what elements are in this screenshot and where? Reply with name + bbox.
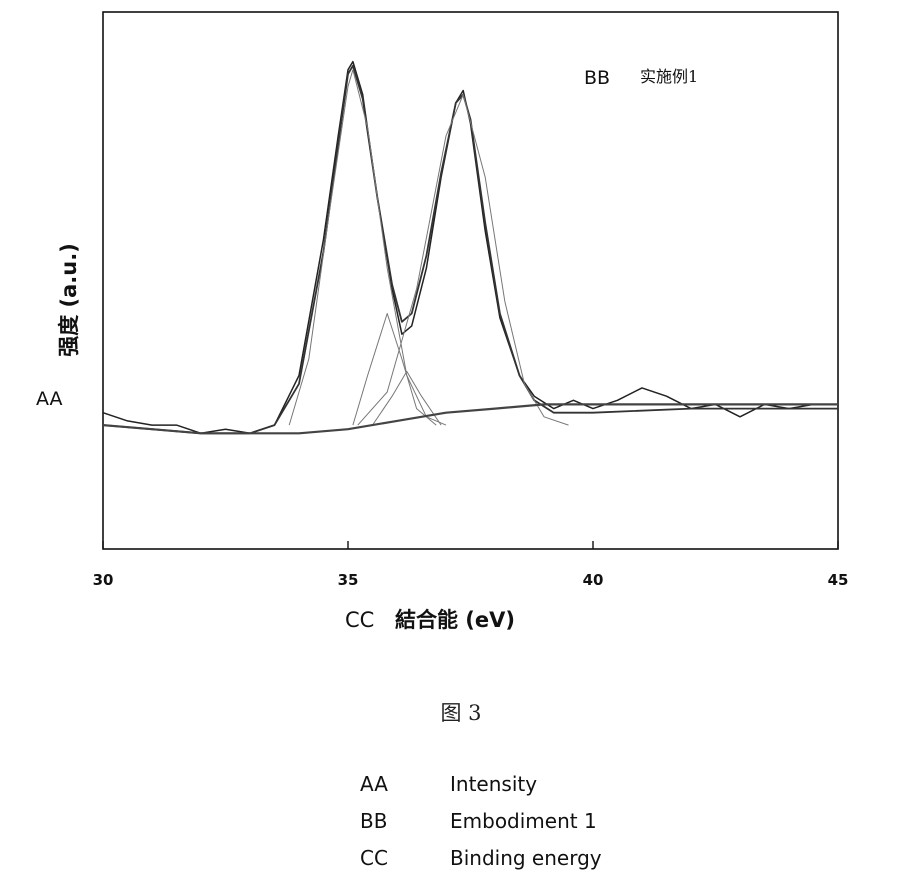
key-row: CC Binding energy bbox=[360, 839, 602, 876]
key-meaning: Embodiment 1 bbox=[450, 809, 597, 833]
legend-code: BB bbox=[584, 67, 610, 89]
series-line-component bbox=[289, 70, 446, 425]
x-tick-label: 45 bbox=[828, 571, 849, 589]
abbreviation-key: AA Intensity BB Embodiment 1 CC Binding … bbox=[360, 765, 602, 876]
key-row: BB Embodiment 1 bbox=[360, 802, 602, 839]
figure-caption: 图 3 bbox=[0, 697, 922, 727]
key-code: AA bbox=[360, 772, 450, 796]
x-axis-title: 結合能 (eV) bbox=[395, 608, 515, 632]
key-code: CC bbox=[360, 846, 450, 870]
x-axis-code: CC bbox=[345, 608, 374, 632]
x-tick-label: 35 bbox=[338, 571, 359, 589]
plot-area: 30 35 40 45 bbox=[93, 12, 849, 589]
key-row: AA Intensity bbox=[360, 765, 602, 802]
key-code: BB bbox=[360, 809, 450, 833]
series-line-component bbox=[353, 314, 436, 426]
x-tick-label: 40 bbox=[583, 571, 604, 589]
legend-label: 实施例1 bbox=[640, 67, 698, 86]
x-tick-label: 30 bbox=[93, 571, 114, 589]
plot-frame bbox=[103, 12, 838, 549]
series-line-component bbox=[358, 95, 569, 426]
series-line-component bbox=[373, 371, 442, 425]
y-axis-code: AA bbox=[36, 388, 63, 410]
series-layer bbox=[103, 62, 838, 434]
key-meaning: Intensity bbox=[450, 772, 537, 796]
key-meaning: Binding energy bbox=[450, 846, 602, 870]
y-axis-title: 强度 (a.u.) bbox=[57, 243, 81, 357]
